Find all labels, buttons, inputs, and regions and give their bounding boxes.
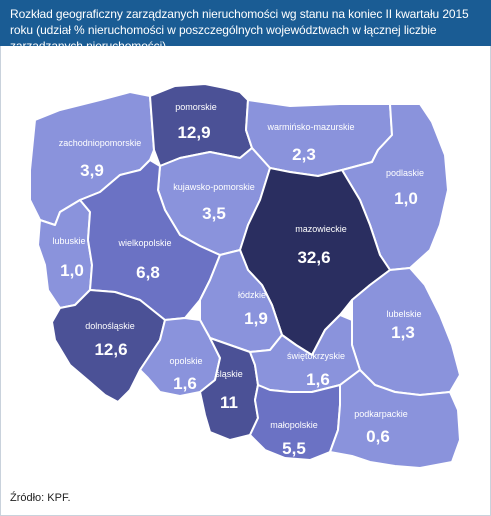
region-name-mazowieckie: mazowieckie	[295, 224, 347, 234]
region-name-wielkopolskie: wielkopolskie	[117, 238, 171, 248]
region-name-lubuskie: lubuskie	[52, 236, 85, 246]
map-title-bar: Rozkład geograficzny zarządzanych nieruc…	[0, 0, 491, 53]
region-value-slaskie: 11	[220, 393, 238, 412]
region-value-lubuskie: 1,0	[60, 261, 84, 280]
region-opolskie	[139, 317, 221, 397]
region-value-lodzkie: 1,9	[244, 309, 268, 328]
region-value-wielkopolskie: 6,8	[136, 263, 160, 282]
region-value-malopolskie: 5,5	[282, 439, 306, 458]
region-name-podkarpackie: podkarpackie	[354, 409, 408, 419]
region-name-podlaskie: podlaskie	[386, 168, 424, 178]
region-value-zachodniopomorskie: 3,9	[80, 161, 104, 180]
region-value-opolskie: 1,6	[173, 374, 197, 393]
poland-map-svg: zachodniopomorskie 3,9 pomorskie 12,9 wa…	[29, 83, 461, 469]
region-name-lodzkie: łódzkie	[238, 290, 266, 300]
region-name-swietokrzyskie: świętokrzyskie	[287, 351, 345, 361]
region-value-podkarpackie: 0,6	[366, 427, 390, 446]
region-value-warminsko-mazurskie: 2,3	[292, 145, 316, 164]
region-podkarpackie	[329, 369, 461, 469]
source-note: Źródło: KPF.	[10, 492, 71, 504]
regions-layer	[29, 83, 461, 469]
region-value-swietokrzyskie: 1,6	[306, 370, 330, 389]
region-name-warminsko-mazurskie: warmińsko-mazurskie	[266, 122, 354, 132]
poland-map: zachodniopomorskie 3,9 pomorskie 12,9 wa…	[0, 46, 491, 486]
region-name-slaskie: śląskie	[215, 369, 243, 379]
region-value-dolnoslaskie: 12,6	[94, 340, 127, 359]
region-value-podlaskie: 1,0	[394, 189, 418, 208]
map-title: Rozkład geograficzny zarządzanych nieruc…	[10, 7, 469, 53]
region-name-lubelskie: lubelskie	[386, 309, 421, 319]
region-name-opolskie: opolskie	[169, 356, 202, 366]
region-value-kujawsko-pomorskie: 3,5	[202, 204, 226, 223]
region-value-lubelskie: 1,3	[391, 323, 415, 342]
region-name-dolnoslaskie: dolnośląskie	[85, 321, 135, 331]
region-name-kujawsko-pomorskie: kujawsko-pomorskie	[173, 182, 255, 192]
region-labels-layer: zachodniopomorskie 3,9 pomorskie 12,9 wa…	[52, 102, 424, 458]
region-name-zachodniopomorskie: zachodniopomorskie	[59, 138, 142, 148]
region-value-pomorskie: 12,9	[177, 123, 210, 142]
region-value-mazowieckie: 32,6	[297, 248, 330, 267]
region-name-malopolskie: małopolskie	[270, 420, 318, 430]
region-name-pomorskie: pomorskie	[175, 102, 217, 112]
